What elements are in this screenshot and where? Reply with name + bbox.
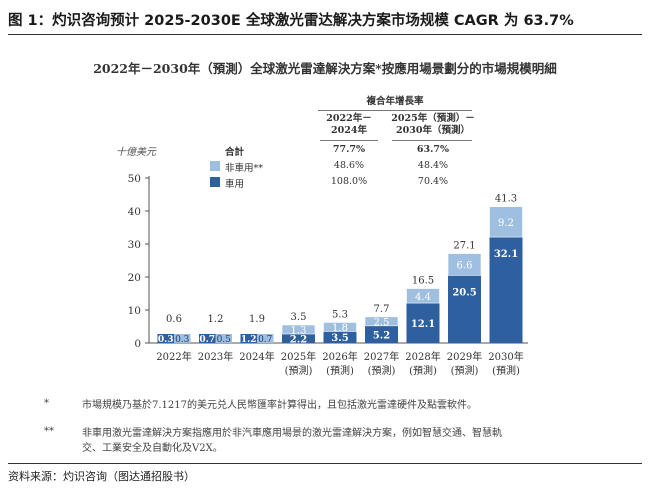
cagr-period-1-line-1: 2022年－ — [326, 113, 372, 124]
bar-label-non-auto: 4.4 — [415, 292, 431, 303]
footnote-2-mark: ** — [44, 426, 54, 437]
cagr-row-total-label: 合計 — [225, 147, 245, 158]
bar-total-label: 16.5 — [412, 276, 434, 287]
bar-total-label: 7.7 — [374, 304, 390, 315]
bar-segment-auto — [157, 334, 174, 343]
bar-total-label: 1.2 — [208, 314, 224, 325]
cagr-header: 複合年增長率 — [318, 93, 472, 111]
bar-label-non-auto: 1.3 — [291, 326, 307, 337]
bar-label-auto: 2.2 — [290, 335, 307, 346]
bar-segment-auto — [282, 334, 315, 343]
bar-segment-auto — [489, 237, 523, 343]
y-tick-label: 20 — [128, 272, 141, 284]
cagr-row-total-v2: 63.7% — [416, 144, 450, 155]
cagr-period-2-line-1: 2025年（預測）－ — [391, 113, 475, 124]
bar-segment-non-auto — [281, 324, 316, 335]
bar-label-auto: 3.5 — [331, 333, 348, 344]
bar-total-label: 41.3 — [495, 194, 517, 205]
cagr-row-auto-v1: 108.0% — [330, 176, 368, 187]
bar-segment-non-auto — [406, 288, 440, 304]
cagr-row-total-v1: 77.7% — [332, 144, 366, 155]
y-tick-label: 0 — [134, 338, 141, 350]
footnote-2-text: 非車用激光雷達解決方案指應用於非汽車應用場景的激光雷達解決方案，例如智慧交通、智… — [82, 426, 502, 456]
chart-title: 2022年－2030年（預測）全球激光雷達解決方案*按應用場景劃分的市場規模明細 — [93, 61, 557, 76]
bar-segment-non-auto — [257, 334, 274, 343]
x-category-label: (預測) — [409, 364, 437, 377]
bar-segment-auto — [323, 331, 357, 343]
bar-segment-auto — [240, 334, 257, 343]
bar-total-label: 1.9 — [249, 314, 265, 325]
source-rule — [8, 463, 642, 464]
x-category-label: (預測) — [326, 364, 354, 377]
footnote-2-line-1: 非車用激光雷達解決方案指應用於非汽車應用場景的激光雷達解決方案，例如智慧交通、智… — [82, 428, 502, 439]
title-rule — [8, 34, 642, 35]
x-category-label: 2022年 — [156, 350, 191, 363]
bar-label-non-auto: 1.8 — [332, 323, 348, 334]
bar-total-label: 3.5 — [291, 312, 307, 323]
bar-label-auto: 5.2 — [373, 330, 390, 341]
x-category-label: 2025年 — [281, 350, 316, 363]
bar-total-label: 5.3 — [332, 309, 348, 320]
bar-label-non-auto: 0.5 — [217, 335, 232, 345]
bar-segment-non-auto — [489, 206, 523, 238]
x-category-label: (預測) — [368, 364, 396, 377]
bar-label-auto: 1.2 — [241, 335, 257, 345]
bar-segment-auto — [448, 275, 481, 343]
cagr-underline-2 — [392, 140, 472, 141]
cagr-row-non-auto-v2: 48.4% — [417, 160, 449, 171]
bar-label-non-auto: 6.6 — [457, 260, 473, 271]
legend-swatch-auto — [210, 177, 220, 187]
bar-label-auto: 32.1 — [494, 249, 518, 260]
cagr-underline-1 — [320, 140, 378, 141]
bar-label-auto: 0.7 — [199, 335, 215, 345]
bar-label-auto: 20.5 — [452, 287, 476, 298]
footnote-1-mark: * — [44, 398, 49, 409]
bar-label-non-auto: 2.5 — [374, 317, 390, 328]
x-category-label: 2026年 — [322, 350, 357, 363]
bar-segment-non-auto — [364, 316, 399, 327]
bar-label-non-auto: 9.2 — [498, 218, 514, 229]
figure-title: 图 1：灼识咨询预计 2025-2030E 全球激光雷达解决方案市场规模 CAG… — [8, 13, 574, 29]
cagr-period-2: 2025年（預測）－ 2030年（預測） — [388, 113, 478, 137]
y-tick-label: 40 — [128, 206, 141, 218]
cagr-period-1-line-2: 2024年 — [331, 125, 367, 136]
bar-segment-auto — [365, 325, 398, 343]
bar-total-label: 27.1 — [453, 241, 475, 252]
legend-auto-label: 車用 — [225, 179, 245, 190]
y-tick-label: 10 — [128, 305, 141, 317]
y-tick-label: 50 — [128, 173, 141, 185]
bar-total-label: 0.6 — [166, 314, 182, 325]
x-category-label: (預測) — [451, 364, 479, 377]
bar-segment-auto — [199, 334, 216, 343]
legend-swatch-non-auto — [210, 161, 220, 171]
x-category-label: 2030年 — [488, 350, 523, 363]
cagr-period-1: 2022年－ 2024年 — [318, 113, 380, 137]
cagr-row-non-auto-v1: 48.6% — [333, 160, 365, 171]
bar-segment-non-auto — [215, 334, 232, 343]
x-category-label: (預測) — [285, 364, 313, 377]
bar-segment-non-auto — [447, 253, 482, 276]
bar-label-auto: 0.3 — [158, 335, 174, 345]
bar-segment-auto — [406, 303, 440, 343]
x-category-label: 2027年 — [364, 350, 399, 363]
source-note: 资料来源：灼识咨询（图达通招股书） — [8, 470, 195, 483]
cagr-period-2-line-2: 2030年（預測） — [396, 125, 470, 136]
bar-label-non-auto: 0.7 — [258, 335, 273, 345]
y-tick-label: 30 — [128, 239, 141, 251]
x-category-label: 2024年 — [239, 350, 274, 363]
x-category-label: 2023年 — [198, 350, 233, 363]
x-category-label: (預測) — [492, 364, 520, 377]
cagr-row-auto-v2: 70.4% — [417, 176, 449, 187]
footnote-1-text: 市場規模乃基於7.1217的美元兑人民幣匯率計算得出，且包括激光雷達硬件及點雲軟… — [82, 400, 477, 411]
x-category-label: 2028年 — [405, 350, 440, 363]
bar-segment-non-auto — [174, 334, 191, 343]
y-axis-unit-label: 十億美元 — [116, 147, 156, 158]
x-category-label: 2029年 — [447, 350, 482, 363]
footnote-2-line-2: 交、工業安全及自動化及V2X。 — [82, 443, 223, 454]
legend-non-auto-label: 非車用** — [225, 163, 264, 174]
bar-segment-non-auto — [323, 322, 357, 332]
bar-label-non-auto: 0.3 — [175, 335, 190, 345]
bar-label-auto: 12.1 — [411, 319, 435, 330]
